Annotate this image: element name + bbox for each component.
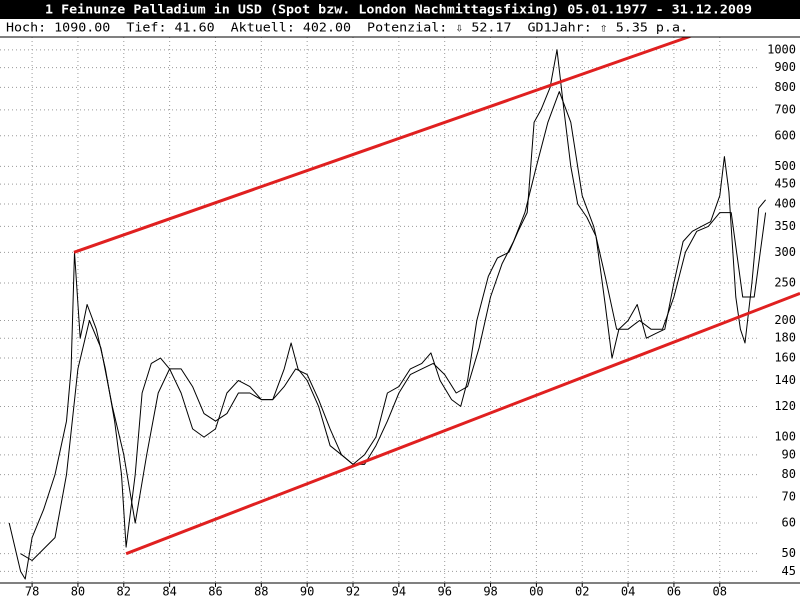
x-tick-label: 98 — [483, 585, 497, 599]
x-tick-label: 82 — [117, 585, 131, 599]
y-tick-label: 600 — [774, 128, 796, 142]
x-tick-label: 78 — [25, 585, 39, 599]
x-tick-label: 90 — [300, 585, 314, 599]
x-tick-label: 92 — [346, 585, 360, 599]
plot — [8, 0, 800, 580]
y-tick-label: 140 — [774, 373, 796, 387]
y-tick-label: 300 — [774, 245, 796, 259]
x-tick-label: 88 — [254, 585, 268, 599]
y-tick-label: 90 — [782, 447, 796, 461]
y-tick-label: 200 — [774, 313, 796, 327]
y-tick-label: 50 — [782, 546, 796, 560]
y-tick-label: 60 — [782, 516, 796, 530]
y-tick-label: 500 — [774, 159, 796, 173]
axis-labels: 45 50 60 70 80 90 100 120 140 160 180 200 250 300 350 4… — [25, 42, 796, 598]
x-tick-label: 06 — [667, 585, 681, 599]
x-tick-label: 94 — [392, 585, 406, 599]
trend-line — [73, 0, 789, 254]
y-tick-label: 70 — [782, 490, 796, 504]
title-bar — [0, 0, 800, 19]
y-tick-label: 400 — [774, 196, 796, 210]
y-tick-label: 180 — [774, 331, 796, 345]
y-tick-label: 100 — [774, 430, 796, 444]
x-tick-label: 02 — [575, 585, 589, 599]
x-tick-label: 04 — [621, 585, 635, 599]
price-line — [20, 91, 767, 561]
chart-subtitle: Hoch: 1090.00 Tief: 41.60 Aktuell: 402.0… — [6, 21, 688, 35]
x-tick-label: 80 — [71, 585, 85, 599]
x-tick-label: 84 — [162, 585, 176, 599]
x-tick-label: 08 — [713, 585, 727, 599]
x-tick-label: 86 — [208, 585, 222, 599]
trend-line — [125, 292, 800, 556]
chart-title: 1 Feinunze Palladium in USD (Spot bzw. L… — [45, 3, 752, 17]
x-tick-label: 00 — [529, 585, 543, 599]
y-tick-label: 45 — [782, 564, 796, 578]
y-tick-label: 900 — [774, 60, 796, 74]
y-tick-label: 120 — [774, 399, 796, 413]
y-tick-label: 350 — [774, 219, 796, 233]
y-tick-label: 80 — [782, 467, 796, 481]
y-tick-label: 1000 — [767, 42, 796, 56]
y-tick-label: 250 — [774, 275, 796, 289]
price-line — [8, 49, 766, 580]
stats-bar — [0, 19, 800, 37]
y-tick-label: 160 — [774, 351, 796, 365]
y-tick-label: 800 — [774, 80, 796, 94]
x-tick-label: 96 — [437, 585, 451, 599]
y-tick-label: 450 — [774, 177, 796, 191]
y-tick-label: 700 — [774, 102, 796, 116]
